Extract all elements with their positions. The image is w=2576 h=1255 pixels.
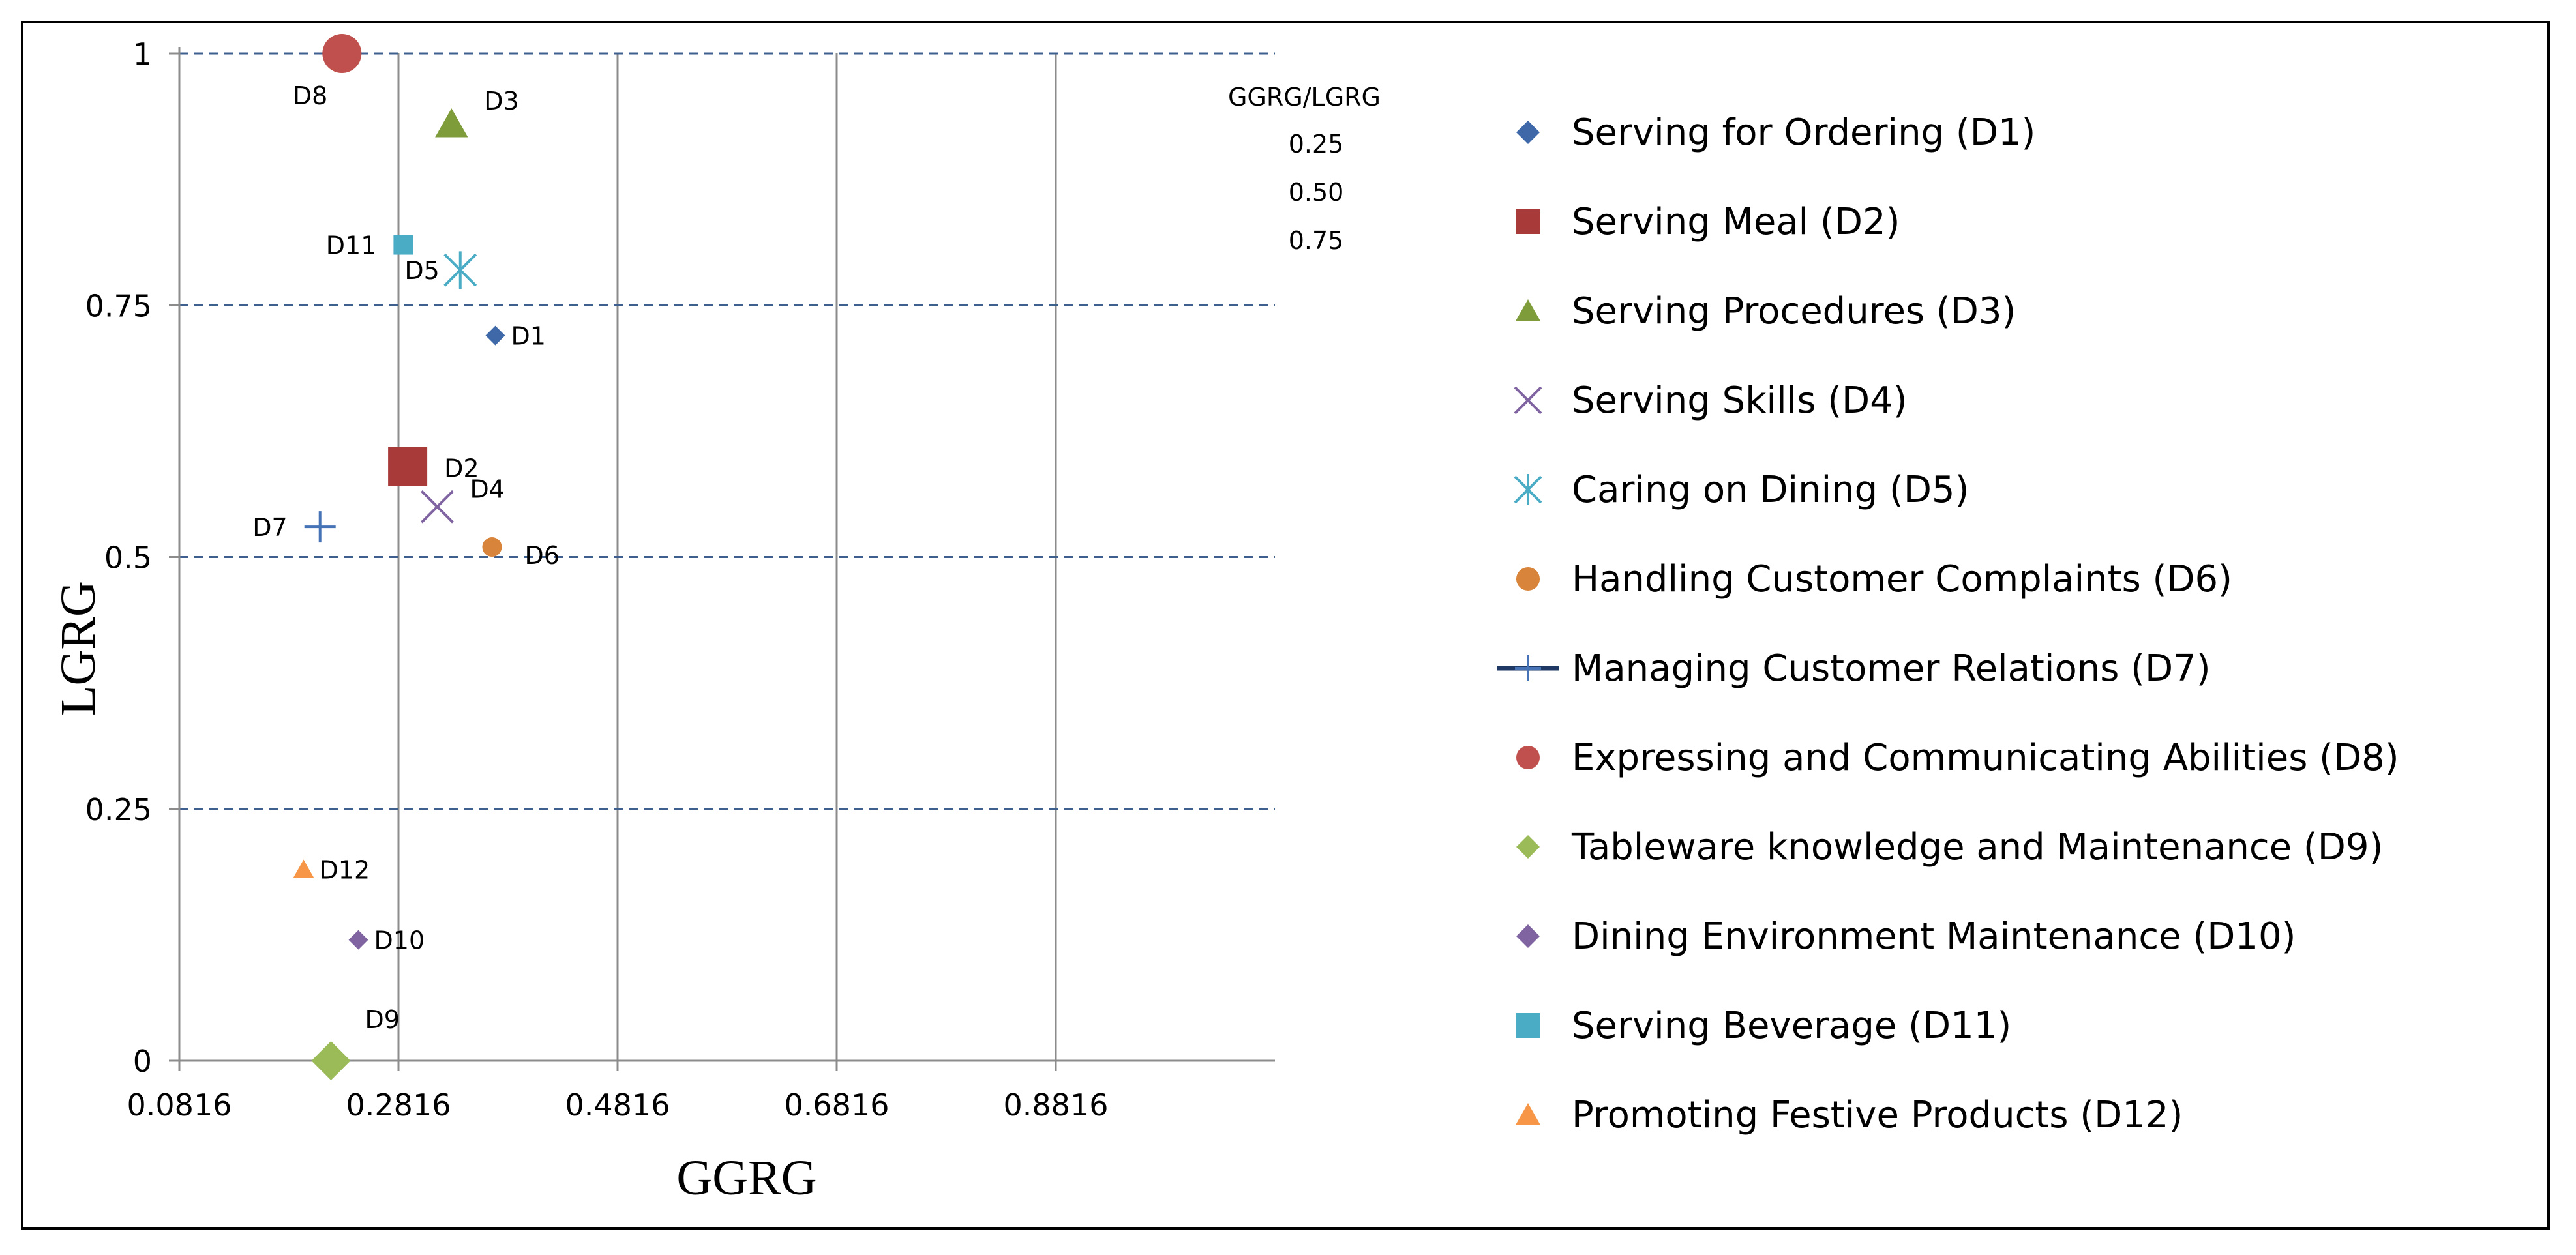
- x-stroke: [1514, 386, 1542, 415]
- data-point-d9: D9: [311, 1005, 400, 1080]
- legend: Serving for Ordering (D1) Serving Meal (D…: [1497, 111, 2399, 1136]
- x-tick-label: 0.4816: [565, 1087, 670, 1123]
- data-point-d7: D7: [252, 511, 336, 543]
- marker-d5: [443, 251, 477, 289]
- y-axis-title: LGRG: [51, 581, 106, 716]
- points-layer: D1 D2 D3 D4 D5 D6 D7 D8 D9 D10 D11 D12: [252, 34, 560, 1080]
- marker-d2: [388, 447, 428, 486]
- threshold-note-title: GGRG/LGRG: [1228, 83, 1381, 111]
- y-tick-label: 0.75: [85, 288, 152, 323]
- point-label-d9: D9: [365, 1005, 400, 1034]
- point-label-d4: D4: [470, 475, 504, 503]
- y-tick-label: 0: [133, 1044, 152, 1079]
- legend-label: Caring on Dining (D5): [1572, 469, 1969, 511]
- legend-item-d3: Serving Procedures (D3): [1516, 290, 2016, 332]
- legend-item-d9: Tableware knowledge and Maintenance (D9): [1516, 826, 2383, 868]
- data-point-d6: D6: [482, 537, 560, 570]
- legend-item-d4: Serving Skills (D4): [1514, 379, 1908, 422]
- y-tick-label: 0.5: [104, 540, 152, 576]
- legend-label: Tableware knowledge and Maintenance (D9): [1571, 826, 2383, 868]
- point-label-d6: D6: [524, 541, 559, 570]
- legend-marker-d11: [1516, 1013, 1540, 1038]
- legend-item-d12: Promoting Festive Products (D12): [1516, 1094, 2183, 1136]
- legend-marker-d1: [1516, 121, 1540, 144]
- point-label-d10: D10: [374, 926, 425, 955]
- marker-d10: [348, 930, 368, 950]
- marker-d11: [393, 235, 413, 255]
- point-label-d3: D3: [484, 87, 518, 115]
- legend-item-d2: Serving Meal (D2): [1516, 201, 1900, 243]
- legend-label: Serving for Ordering (D1): [1572, 111, 2035, 154]
- data-point-d1: D1: [485, 322, 546, 351]
- x-stroke: [421, 490, 454, 524]
- point-label-d8: D8: [293, 81, 327, 110]
- legend-label: Dining Environment Maintenance (D10): [1572, 915, 2296, 958]
- point-label-d12: D12: [320, 855, 370, 884]
- legend-label: Managing Customer Relations (D7): [1572, 647, 2211, 690]
- marker-d8: [322, 34, 362, 73]
- y-tick-label: 0.25: [85, 792, 152, 827]
- x-tick-label: 0.6816: [785, 1087, 890, 1123]
- data-point-d3: D3: [435, 87, 519, 138]
- y-tick-label: 1: [133, 37, 152, 72]
- legend-item-d11: Serving Beverage (D11): [1516, 1005, 2011, 1047]
- legend-marker-d2: [1516, 209, 1540, 234]
- legend-marker-d5: [1514, 474, 1542, 505]
- data-point-d12: D12: [293, 855, 370, 884]
- data-point-d2: D2: [388, 447, 479, 486]
- x-tick-label: 0.2816: [346, 1087, 451, 1123]
- legend-label: Serving Skills (D4): [1572, 379, 1908, 422]
- legend-label: Promoting Festive Products (D12): [1572, 1094, 2183, 1136]
- legend-marker-d7: [1515, 655, 1541, 681]
- x-tick-label: 0.0816: [127, 1087, 232, 1123]
- x-axis-title: GGRG: [676, 1151, 816, 1205]
- legend-label: Serving Procedures (D3): [1572, 290, 2016, 332]
- data-point-d10: D10: [348, 926, 425, 955]
- legend-item-d6: Handling Customer Complaints (D6): [1516, 558, 2232, 600]
- threshold-note-value: 0.50: [1289, 178, 1344, 207]
- axes-layer: 0.0816 0.2816 0.4816 0.6816 0.8816 0 0.25 0.5 0.…: [51, 37, 1275, 1205]
- data-point-d8: D8: [293, 34, 362, 110]
- marker-d4: [421, 490, 454, 524]
- legend-label: Serving Meal (D2): [1572, 201, 1900, 243]
- point-label-d7: D7: [252, 513, 287, 542]
- threshold-note-value: 0.75: [1289, 226, 1344, 255]
- point-label-d11: D11: [326, 231, 377, 260]
- legend-label: Expressing and Communicating Abilities (…: [1572, 737, 2399, 779]
- legend-marker-d12: [1516, 1103, 1540, 1125]
- data-point-d5: D5: [404, 251, 477, 289]
- threshold-note: GGRG/LGRG 0.25 0.50 0.75: [1228, 83, 1381, 255]
- threshold-note-value: 0.25: [1289, 130, 1344, 158]
- outer-frame: [21, 21, 2550, 1230]
- marker-d3: [435, 108, 468, 138]
- marker-d9: [311, 1041, 351, 1080]
- legend-item-d5: Caring on Dining (D5): [1514, 469, 1969, 511]
- data-point-d4: D4: [421, 475, 505, 524]
- legend-marker-d3: [1516, 299, 1540, 321]
- legend-item-d8: Expressing and Communicating Abilities (…: [1516, 737, 2399, 779]
- legend-item-d1: Serving for Ordering (D1): [1516, 111, 2035, 154]
- legend-marker-d8: [1516, 746, 1540, 769]
- marker-d12: [293, 859, 314, 878]
- point-label-d5: D5: [404, 256, 439, 285]
- legend-marker-d4: [1514, 386, 1542, 415]
- legend-marker-d10: [1516, 924, 1540, 948]
- legend-item-d7: Managing Customer Relations (D7): [1497, 647, 2211, 690]
- legend-label: Serving Beverage (D11): [1572, 1005, 2011, 1047]
- point-label-d2: D2: [444, 454, 479, 482]
- x-tick-label: 0.8816: [1004, 1087, 1109, 1123]
- marker-d1: [485, 325, 505, 346]
- legend-label: Handling Customer Complaints (D6): [1572, 558, 2232, 600]
- marker-d6: [482, 537, 502, 557]
- data-point-d11: D11: [326, 231, 413, 260]
- point-label-d1: D1: [511, 322, 546, 351]
- legend-marker-d9: [1516, 835, 1540, 859]
- marker-d7: [304, 511, 336, 543]
- legend-marker-d6: [1516, 567, 1540, 591]
- grid-layer: [179, 52, 1275, 1061]
- legend-item-d10: Dining Environment Maintenance (D10): [1516, 915, 2296, 958]
